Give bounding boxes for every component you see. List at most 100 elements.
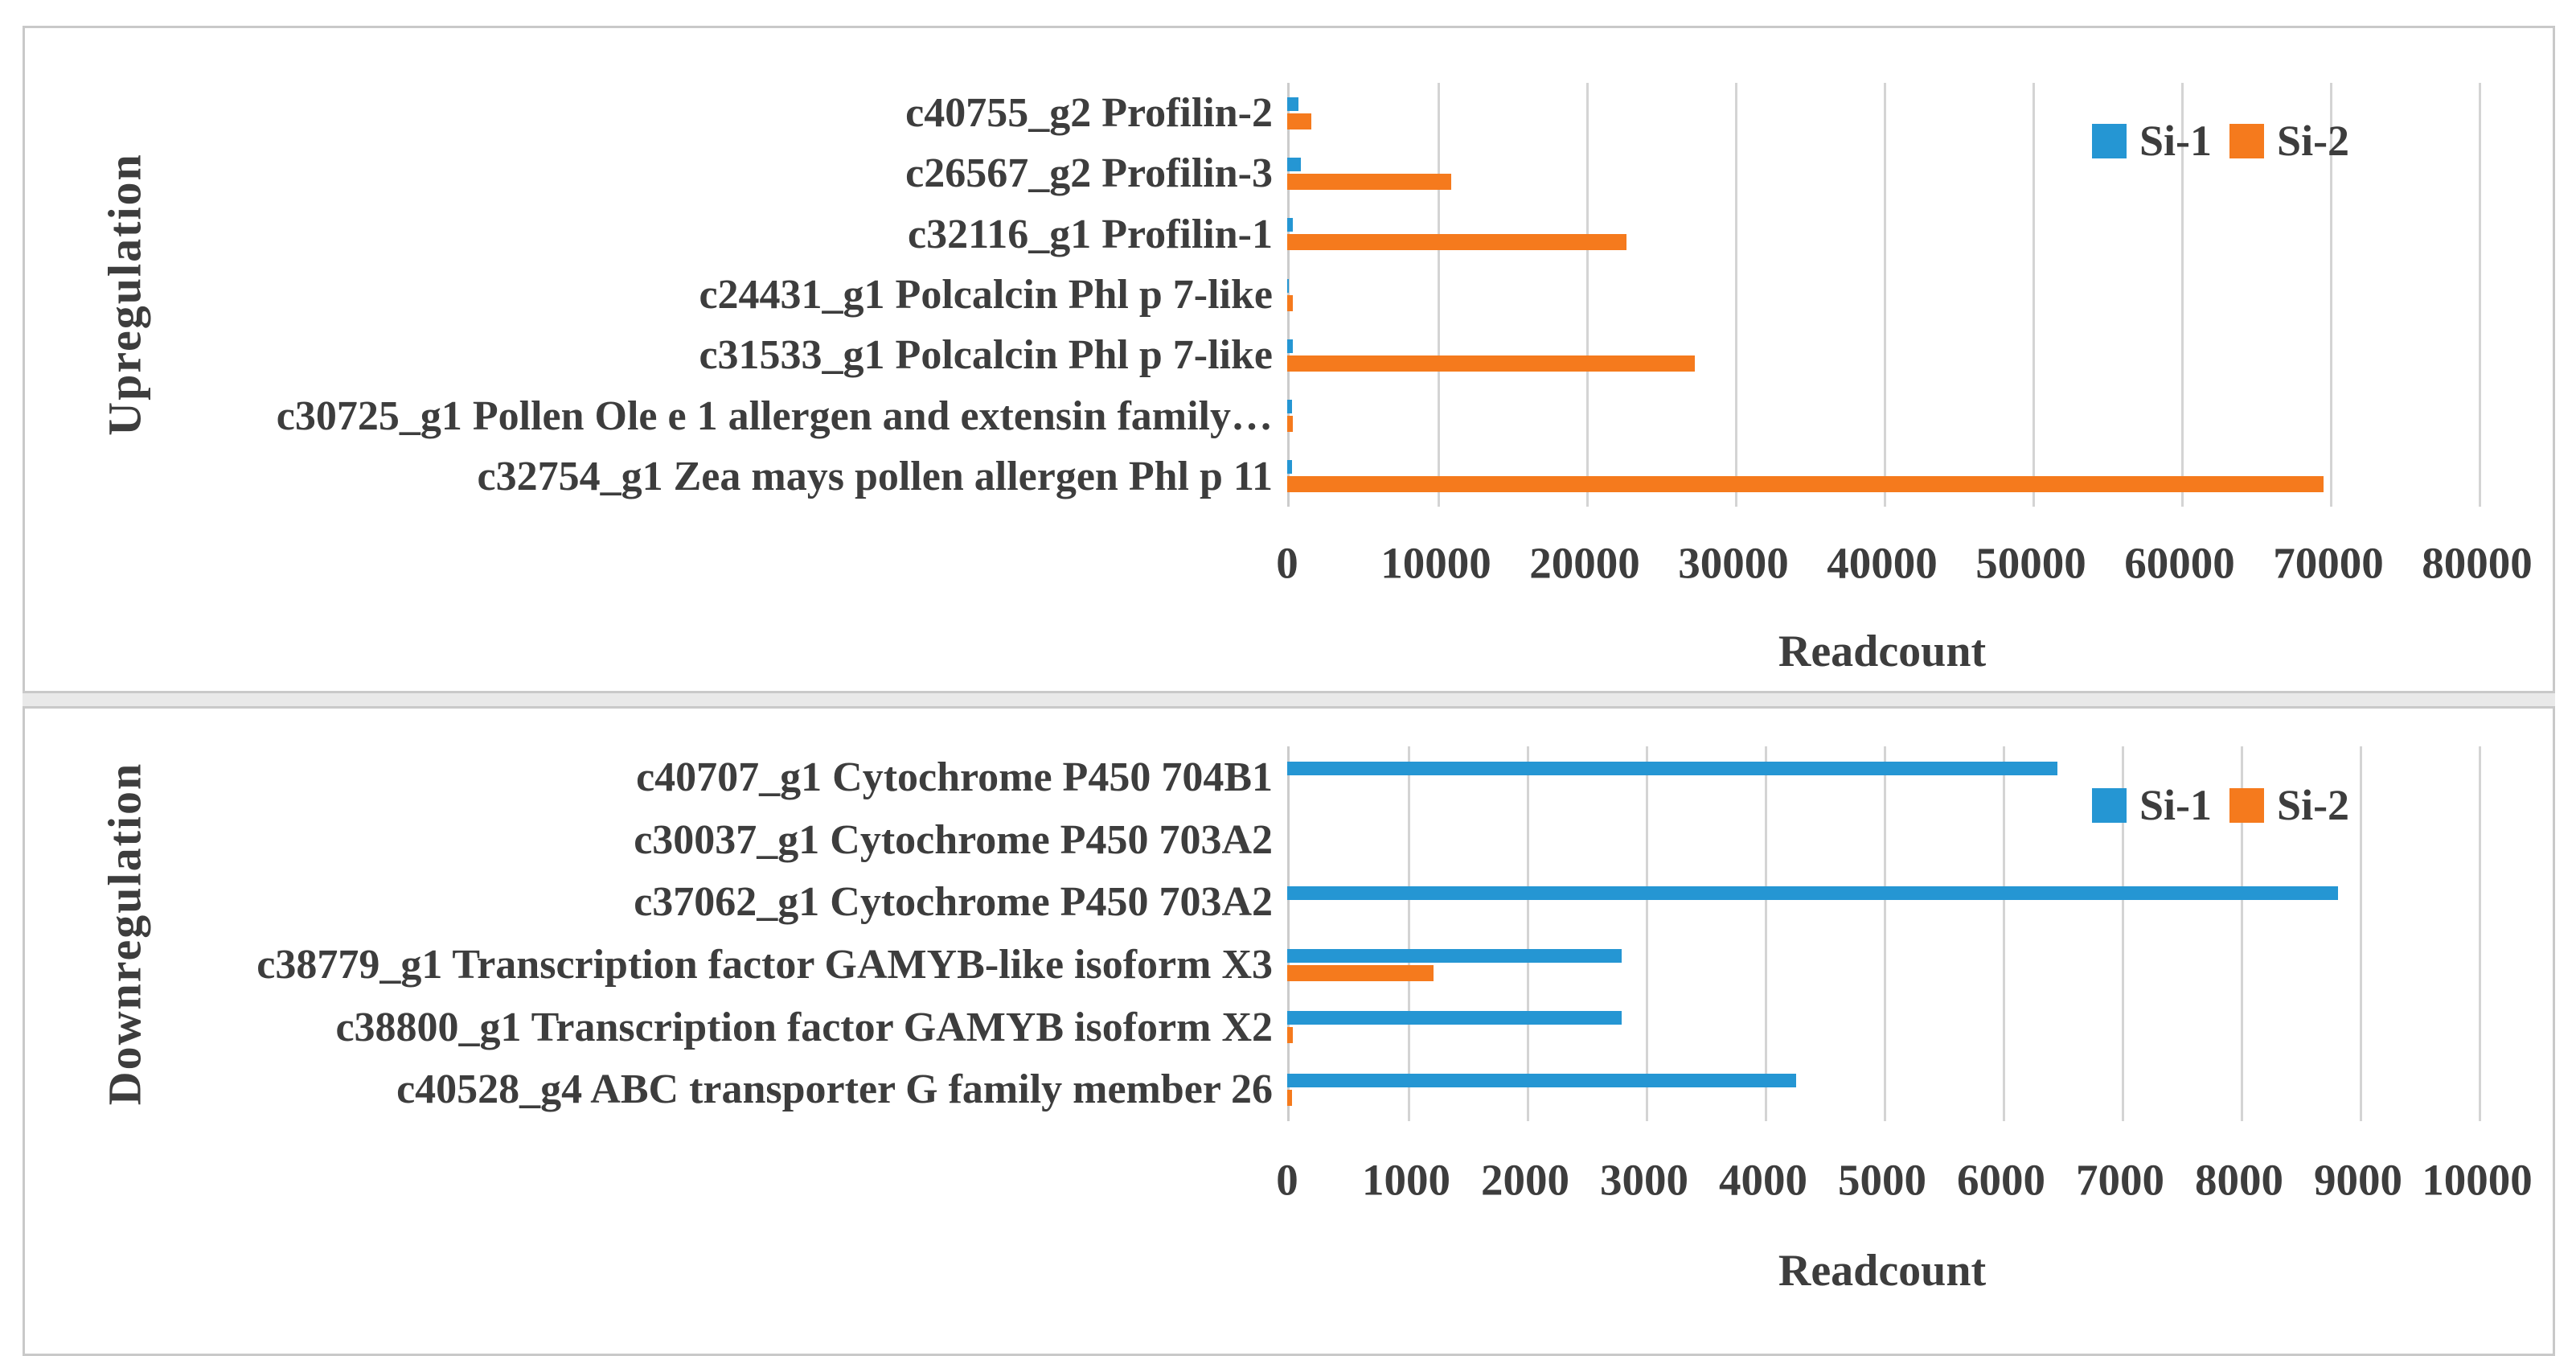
legend-label-si1: Si-1 [2139,781,2213,829]
category-row: c32754_g1 Zea mays pollen allergen Phl p… [25,446,2501,507]
gridline [2240,746,2243,1121]
bar-si-1 [1287,460,1293,475]
x-tick-label: 10000 [2422,1155,2533,1205]
bar-cell [1287,204,2501,265]
x-tick-label: 70000 [2273,538,2384,588]
bar-cell [1287,143,2501,203]
x-tick-label: 20000 [1529,538,1640,588]
bar-si-2 [1287,355,1695,372]
category-row: c38800_g1 Transcription factor GAMYB iso… [25,996,2501,1058]
category-label: c30037_g1 Cytochrome P450 703A2 [634,816,1273,863]
x-tick-label: 5000 [1838,1155,1926,1205]
bar-si-2 [1287,234,1626,251]
bar-si-2 [1287,476,2324,493]
gridline [1883,746,1886,1121]
x-tick-label: 7000 [2076,1155,2164,1205]
gridline [2359,746,2362,1121]
gridline [2478,746,2481,1121]
bar-si-1 [1287,400,1292,414]
bar-cell [1287,871,2501,934]
category-row: c38779_g1 Transcription factor GAMYB-lik… [25,934,2501,996]
bar-si-2 [1287,1027,1293,1044]
bar-cell [1287,325,2501,385]
x-tick-label: 0 [1276,1155,1298,1205]
bar-cell [1287,385,2501,446]
gridline [2032,83,2035,507]
category-label: c24431_g1 Polcalcin Phl p 7-like [699,272,1273,318]
x-tick-label: 9000 [2314,1155,2402,1205]
plot-area [1287,746,2481,1121]
legend-swatch-si2 [2229,123,2265,158]
category-label: c37062_g1 Cytochrome P450 703A2 [634,879,1273,926]
gridline [2329,83,2332,507]
bar-cell [1287,996,2501,1058]
category-row: c40528_g4 ABC transporter G family membe… [25,1058,2501,1121]
x-tick-label: 50000 [1975,538,2086,588]
bar-rows: c40755_g2 Profilin-2 c26567_g2 Profilin-3… [25,83,2501,507]
gridline [1764,746,1767,1121]
gridline [2180,83,2184,507]
category-label: c40755_g2 Profilin-2 [905,90,1273,137]
bar-si-2 [1287,964,1434,981]
bar-si-1 [1287,1073,1797,1087]
bar-si-1 [1287,1011,1622,1025]
gridline [1734,83,1737,507]
category-row: c30725_g1 Pollen Ole e 1 allergen and ex… [25,385,2501,446]
plot-area [1287,83,2481,507]
category-row: c30037_g1 Cytochrome P450 703A2 [25,809,2501,872]
bar-si-1 [1287,157,1301,171]
downregulation-panel: Downregulation c40707_g1 Cytochrome P450… [23,706,2555,1356]
bar-si-1 [1287,218,1294,232]
bar-cell [1287,265,2501,325]
bar-cell [1287,446,2501,507]
x-tick-label: 6000 [1957,1155,2045,1205]
category-label: c40707_g1 Cytochrome P450 704B1 [636,754,1273,801]
category-row: c26567_g2 Profilin-3 [25,143,2501,203]
category-label: c31533_g1 Polcalcin Phl p 7-like [699,332,1273,379]
x-tick-label: 2000 [1481,1155,1569,1205]
category-label: c30725_g1 Pollen Ole e 1 allergen and ex… [276,392,1273,439]
upregulation-panel: Upregulation c40755_g2 Profilin-2 c26567_… [23,26,2555,693]
bar-si-1 [1287,97,1298,111]
bar-si-1 [1287,339,1294,353]
bar-si-2 [1287,113,1311,129]
legend-swatch-si1 [2092,123,2127,158]
x-tick-label: 3000 [1600,1155,1688,1205]
bar-si-2 [1287,173,1451,190]
category-row: c40755_g2 Profilin-2 [25,83,2501,143]
bar-cell [1287,934,2501,996]
bar-si-2 [1287,294,1294,311]
x-tick-label: 80000 [2422,538,2533,588]
bar-si-1 [1287,886,2338,900]
bar-si-2 [1287,416,1294,433]
gridline [1645,746,1648,1121]
gridline [1407,746,1410,1121]
category-row: c32116_g1 Profilin-1 [25,204,2501,265]
legend-label-si2: Si-2 [2277,781,2350,829]
gridline [1437,83,1440,507]
category-row: c37062_g1 Cytochrome P450 703A2 [25,871,2501,934]
category-row: c24431_g1 Polcalcin Phl p 7-like [25,265,2501,325]
legend-swatch-si1 [2092,787,2127,823]
legend-swatch-si2 [2229,787,2265,823]
gridline [1585,83,1589,507]
legend: Si-1 Si-2 [2092,116,2349,166]
gridline [1526,746,1529,1121]
x-tick-label: 40000 [1827,538,1938,588]
x-axis-title: Readcount [1778,1246,1987,1296]
x-axis-title: Readcount [1778,627,1987,676]
gridline [2478,83,2481,507]
legend: Si-1 Si-2 [2092,780,2349,830]
x-tick-label: 60000 [2124,538,2235,588]
gridline [2002,746,2005,1121]
legend-label-si2: Si-2 [2277,117,2350,165]
category-row: c31533_g1 Polcalcin Phl p 7-like [25,325,2501,385]
category-label: c26567_g2 Profilin-3 [905,150,1273,197]
x-tick-label: 8000 [2195,1155,2283,1205]
panel-separator [23,692,2555,708]
bar-si-2 [1287,1089,1292,1106]
category-label: c38800_g1 Transcription factor GAMYB iso… [335,1004,1273,1050]
bar-si-1 [1287,278,1289,293]
x-tick-label: 10000 [1380,538,1491,588]
